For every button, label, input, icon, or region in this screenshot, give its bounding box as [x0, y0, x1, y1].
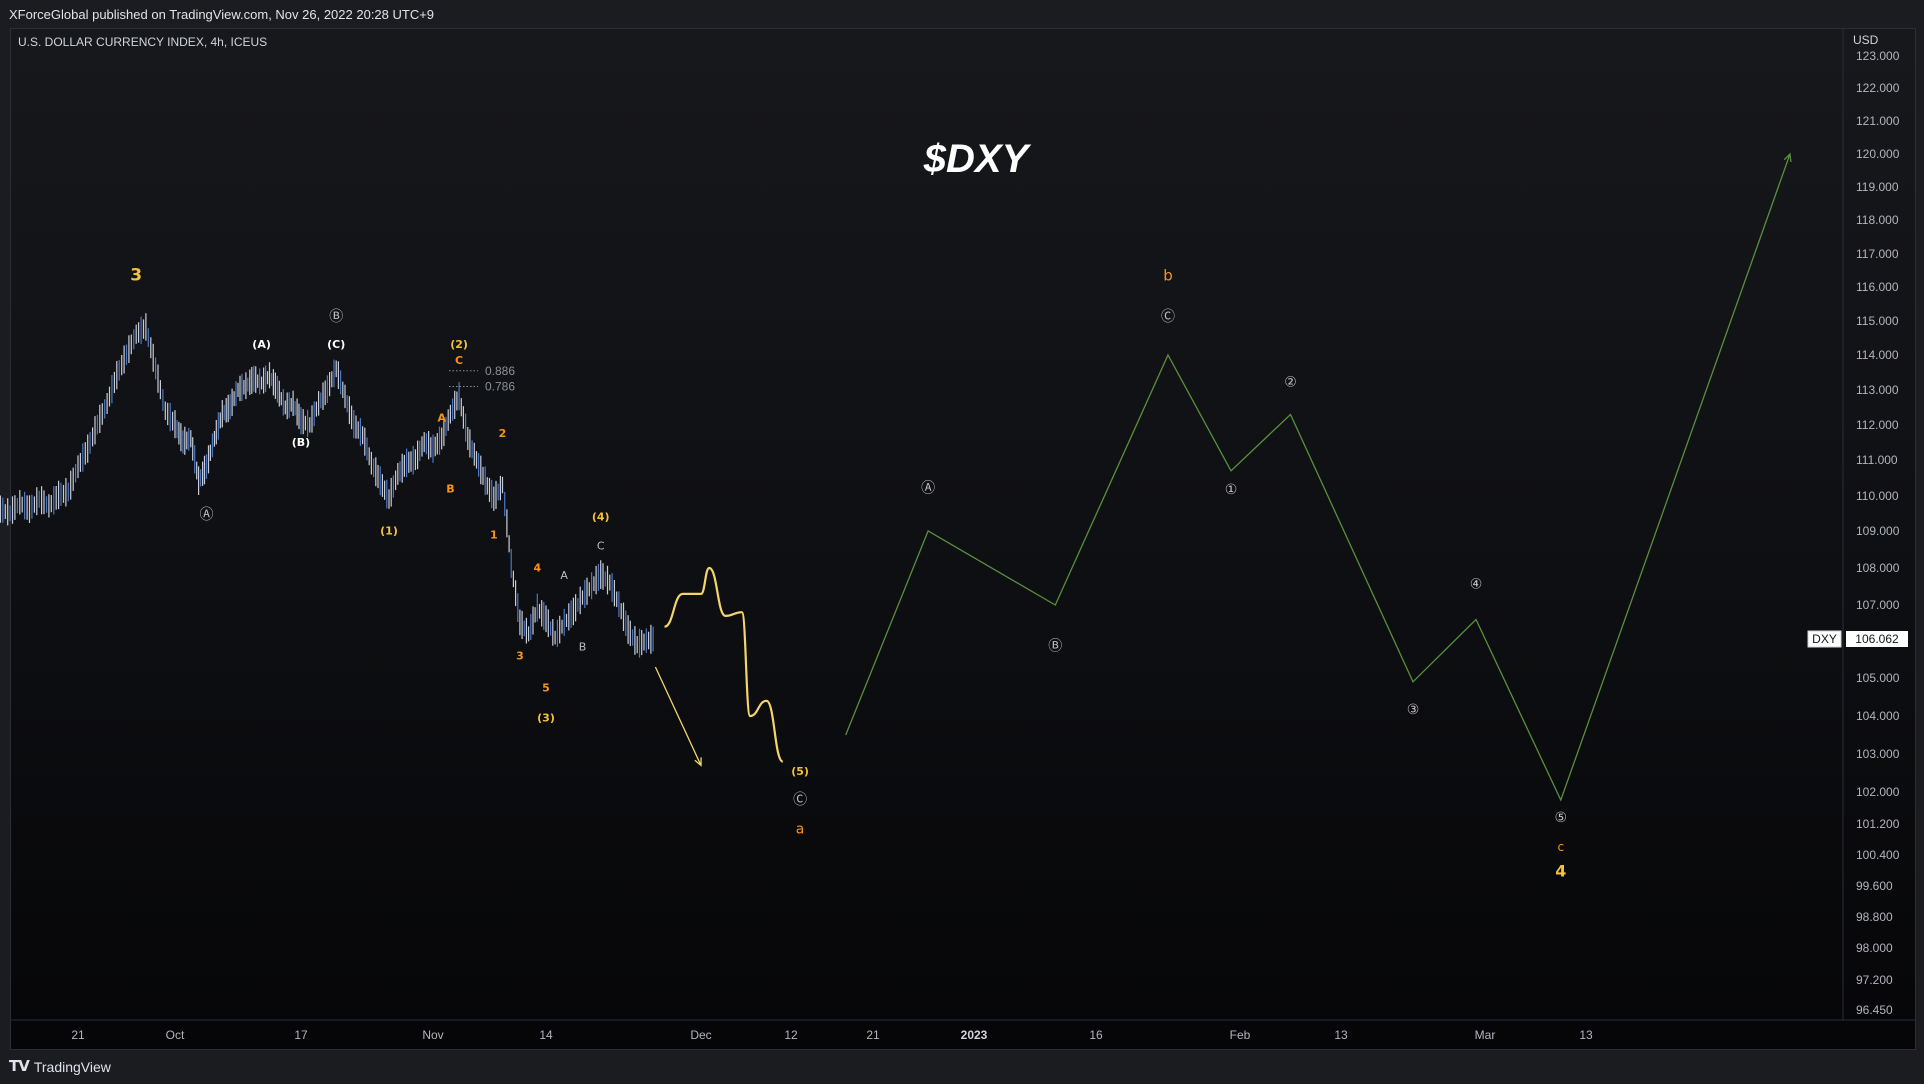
y-tick-label: 120.000 — [1856, 147, 1900, 161]
wave-label: (4) — [592, 511, 610, 524]
wave-label: Ⓑ — [329, 309, 343, 325]
x-tick-label: Oct — [166, 1028, 185, 1042]
tradingview-logo-icon: 𝗧𝗩 — [9, 1058, 30, 1075]
y-tick-label: 99.600 — [1856, 879, 1893, 893]
y-tick-label: 114.000 — [1856, 348, 1899, 362]
projection-yellow-arrow-arrowhead — [694, 757, 702, 767]
y-tick-label: 107.000 — [1856, 598, 1900, 612]
x-tick-label: Nov — [422, 1028, 443, 1042]
x-tick-label: 13 — [1579, 1028, 1593, 1042]
footer-bar: 𝗧𝗩 TradingView — [0, 1050, 1924, 1084]
wave-label: (3) — [537, 712, 555, 725]
y-tick-label: 122.000 — [1856, 81, 1900, 95]
y-tick-label: 118.000 — [1856, 213, 1899, 227]
wave-label: (C) — [327, 338, 345, 351]
y-tick-label: 101.200 — [1856, 817, 1900, 831]
projection-green — [845, 153, 1791, 802]
y-tick-label: 98.000 — [1856, 941, 1893, 955]
wave-label: (B) — [292, 436, 310, 449]
wave-label: Ⓒ — [1161, 309, 1175, 325]
symbol-info: U.S. DOLLAR CURRENCY INDEX, 4h, ICEUS — [18, 35, 267, 49]
y-tick-label: 113.000 — [1856, 383, 1899, 397]
y-tick-label: 108.000 — [1856, 561, 1900, 575]
y-tick-label: 105.000 — [1856, 671, 1900, 685]
wave-label: 2 — [499, 427, 507, 440]
x-tick-label: 16 — [1089, 1028, 1103, 1042]
wave-label: b — [1163, 266, 1173, 284]
y-tick-label: 119.000 — [1856, 180, 1899, 194]
y-tick-label: 109.000 — [1856, 524, 1900, 538]
x-tick-label: Dec — [690, 1028, 711, 1042]
y-tick-label: 96.450 — [1856, 1003, 1893, 1017]
x-tick-label: Mar — [1475, 1028, 1496, 1042]
wave-label: 5 — [542, 681, 550, 694]
projection-yellow-swing — [664, 566, 784, 763]
tradingview-logo[interactable]: 𝗧𝗩 TradingView — [9, 1050, 111, 1084]
wave-label: A — [437, 412, 446, 425]
wave-label: a — [796, 822, 805, 838]
y-tick-label: 103.000 — [1856, 747, 1900, 761]
x-tick-label: 17 — [294, 1028, 308, 1042]
y-tick-label: 112.000 — [1856, 418, 1899, 432]
fib-level-label: 0.786 — [485, 380, 515, 394]
x-tick-label: 12 — [784, 1028, 798, 1042]
symbol-tag-box — [1807, 630, 1842, 648]
chart-title: $DXY — [923, 137, 1032, 181]
wave-label: ② — [1284, 375, 1297, 391]
y-tick-label: 110.000 — [1856, 489, 1899, 503]
projection-green-arrowhead — [1783, 152, 1792, 163]
publication-header: XForceGlobal published on TradingView.co… — [0, 0, 1924, 30]
publication-info: XForceGlobal published on TradingView.co… — [9, 7, 435, 22]
y-tick-label: 97.200 — [1856, 973, 1893, 987]
x-tick-label: 21 — [866, 1028, 880, 1042]
wave-label: (5) — [791, 765, 809, 778]
wave-label: (1) — [380, 525, 398, 538]
fib-level-label: 0.886 — [485, 364, 515, 378]
last-price-box — [1846, 631, 1908, 647]
wave-label: Ⓒ — [793, 792, 807, 808]
wave-label: ③ — [1407, 702, 1420, 718]
y-tick-label: 98.800 — [1856, 910, 1893, 924]
wave-label: (2) — [450, 338, 468, 351]
y-tick-label: 116.000 — [1856, 280, 1899, 294]
wave-label: Ⓑ — [1048, 639, 1062, 655]
wave-label: ④ — [1470, 576, 1483, 592]
wave-label: (A) — [252, 338, 271, 351]
tradingview-brand: TradingView — [33, 1059, 111, 1075]
wave-label: ⑤ — [1555, 810, 1568, 826]
wave-label: 3 — [516, 650, 524, 663]
chart-canvas[interactable]: U.S. DOLLAR CURRENCY INDEX, 4h, ICEUS $DX… — [0, 0, 1924, 1050]
y-tick-label: 117.000 — [1856, 247, 1899, 261]
wave-label: C — [455, 354, 463, 367]
y-tick-label: 104.000 — [1856, 709, 1900, 723]
y-tick-label: 123.000 — [1856, 49, 1900, 63]
y-tick-label: 115.000 — [1856, 314, 1899, 328]
x-tick-label: 2023 — [961, 1028, 988, 1042]
y-tick-label: 102.000 — [1856, 785, 1900, 799]
y-tick-label: 121.000 — [1856, 114, 1900, 128]
last-price-value: 106.062 — [1855, 632, 1899, 646]
y-tick-label: 111.000 — [1856, 453, 1898, 467]
x-tick-label: 21 — [71, 1028, 85, 1042]
wave-label: 1 — [490, 528, 498, 541]
x-tick-label: 14 — [539, 1028, 553, 1042]
projection-yellow-arrow — [654, 666, 702, 766]
price-axis-currency: USD — [1853, 33, 1879, 47]
wave-label: ① — [1225, 482, 1238, 498]
x-tick-label: 13 — [1334, 1028, 1348, 1042]
symbol-tag-name: DXY — [1812, 632, 1837, 646]
x-tick-label: Feb — [1230, 1028, 1251, 1042]
wave-label: B — [446, 482, 454, 495]
wave-label: 3 — [130, 265, 142, 285]
wave-label: 4 — [1555, 861, 1566, 880]
wave-label: Ⓐ — [200, 507, 214, 523]
wave-label: A — [560, 569, 568, 582]
chart-frame — [10, 28, 1916, 1050]
wave-label: c — [1557, 840, 1564, 854]
wave-label: B — [579, 641, 587, 654]
wave-label: Ⓐ — [921, 480, 935, 496]
y-tick-label: 100.400 — [1856, 848, 1900, 862]
wave-label: 4 — [533, 562, 541, 575]
wave-label: C — [597, 540, 605, 553]
